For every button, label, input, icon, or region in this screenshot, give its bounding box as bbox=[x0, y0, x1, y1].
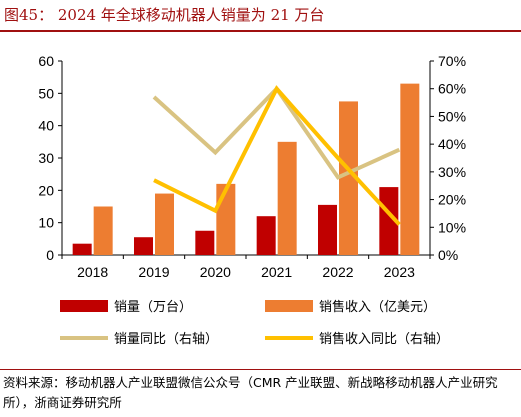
revenue-bar-2020 bbox=[216, 183, 236, 255]
volume-bar-2018 bbox=[72, 243, 92, 255]
left-tick-label: 40 bbox=[38, 118, 54, 134]
right-tick-label: 10% bbox=[438, 219, 466, 235]
left-tick-label: 0 bbox=[46, 247, 54, 263]
legend-label: 销售收入同比（右轴） bbox=[319, 331, 449, 347]
volume-yoy-line bbox=[152, 85, 401, 180]
revenue-yoy-line bbox=[153, 85, 401, 226]
legend-swatch-volume bbox=[60, 300, 108, 312]
source-rule bbox=[0, 369, 521, 370]
source-note: 资料来源：移动机器人产业联盟微信公众号（CMR 产业联盟、新战略移动机器人产业研… bbox=[3, 375, 498, 410]
volume-bar-2021 bbox=[256, 216, 276, 255]
legend-label: 销量（万台） bbox=[114, 300, 192, 315]
right-tick-label: 60% bbox=[438, 81, 466, 97]
volume-bar-2020 bbox=[195, 230, 215, 255]
x-tick-label: 2022 bbox=[322, 264, 353, 280]
volume-bar-2023 bbox=[379, 187, 399, 255]
right-tick-label: 20% bbox=[438, 192, 466, 208]
title-rule bbox=[0, 30, 521, 32]
x-tick-label: 2018 bbox=[77, 264, 108, 280]
right-tick-label: 70% bbox=[438, 53, 466, 69]
x-tick-label: 2021 bbox=[261, 264, 292, 280]
legend-label: 销售收入（亿美元） bbox=[319, 299, 436, 315]
left-tick-label: 60 bbox=[38, 53, 54, 69]
figure-title: 图45： 2024 年全球移动机器人销量为 21 万台 bbox=[4, 6, 325, 24]
x-tick-label: 2019 bbox=[138, 264, 169, 280]
volume-bar-2019 bbox=[134, 237, 153, 255]
chart: 0 10 20 30 40 50 60 0% 10% 20% 30% 40% 50% 60% 70% 2018… bbox=[38, 53, 466, 347]
legend-label: 销量同比（右轴） bbox=[114, 332, 218, 347]
x-tick-label: 2020 bbox=[200, 264, 231, 280]
right-tick-label: 40% bbox=[438, 136, 466, 152]
left-tick-label: 20 bbox=[38, 182, 54, 198]
right-tick-label: 50% bbox=[438, 108, 466, 124]
left-tick-label: 50 bbox=[38, 85, 54, 101]
legend-swatch-revenue bbox=[265, 300, 313, 312]
x-tick-label: 2023 bbox=[384, 264, 415, 280]
revenue-bar-2019 bbox=[155, 193, 174, 255]
revenue-bar-2023 bbox=[400, 83, 420, 255]
right-tick-label: 30% bbox=[438, 164, 466, 180]
revenue-bar-2022 bbox=[339, 101, 358, 256]
revenue-bar-2021 bbox=[277, 141, 297, 255]
left-tick-label: 30 bbox=[38, 150, 54, 166]
left-tick-label: 10 bbox=[38, 215, 54, 231]
right-tick-label: 0% bbox=[438, 247, 458, 263]
revenue-bar-2018 bbox=[93, 206, 113, 255]
volume-bar-2022 bbox=[318, 204, 337, 255]
